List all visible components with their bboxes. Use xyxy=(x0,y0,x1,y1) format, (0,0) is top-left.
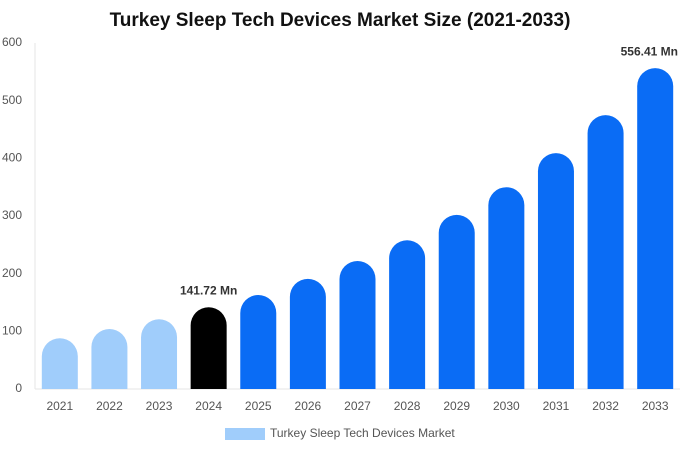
bar xyxy=(190,307,227,389)
bar xyxy=(41,338,78,389)
y-tick-label: 200 xyxy=(2,266,22,280)
bar xyxy=(289,278,326,389)
y-tick-label: 100 xyxy=(2,324,22,338)
x-tick-label: 2024 xyxy=(195,399,222,413)
y-tick-label: 400 xyxy=(2,151,22,165)
x-tick-label: 2029 xyxy=(443,399,470,413)
data-label: 556.41 Mn xyxy=(621,44,678,58)
bar xyxy=(389,240,426,389)
x-tick-label: 2033 xyxy=(642,399,669,413)
bar xyxy=(537,153,574,389)
data-label: 141.72 Mn xyxy=(180,283,237,297)
y-tick-label: 600 xyxy=(2,35,22,49)
y-tick-label: 500 xyxy=(2,93,22,107)
bar xyxy=(488,187,525,389)
bar xyxy=(438,214,475,389)
legend-label: Turkey Sleep Tech Devices Market xyxy=(270,426,455,440)
bar xyxy=(587,115,624,390)
x-tick-label: 2022 xyxy=(96,399,123,413)
x-tick-label: 2028 xyxy=(394,399,421,413)
x-tick-label: 2025 xyxy=(245,399,272,413)
legend-swatch xyxy=(225,428,265,440)
bar xyxy=(339,260,376,389)
x-tick-label: 2031 xyxy=(543,399,570,413)
x-tick-label: 2030 xyxy=(493,399,520,413)
x-tick-label: 2021 xyxy=(46,399,73,413)
bar xyxy=(141,319,178,389)
chart-title: Turkey Sleep Tech Devices Market Size (2… xyxy=(110,10,571,31)
x-tick-label: 2032 xyxy=(592,399,619,413)
bar xyxy=(91,329,128,389)
bar xyxy=(637,68,674,390)
x-tick-label: 2027 xyxy=(344,399,371,413)
y-tick-label: 0 xyxy=(15,381,22,395)
x-tick-label: 2023 xyxy=(146,399,173,413)
bar xyxy=(240,295,277,389)
y-tick-label: 300 xyxy=(2,208,22,222)
x-tick-label: 2026 xyxy=(295,399,322,413)
